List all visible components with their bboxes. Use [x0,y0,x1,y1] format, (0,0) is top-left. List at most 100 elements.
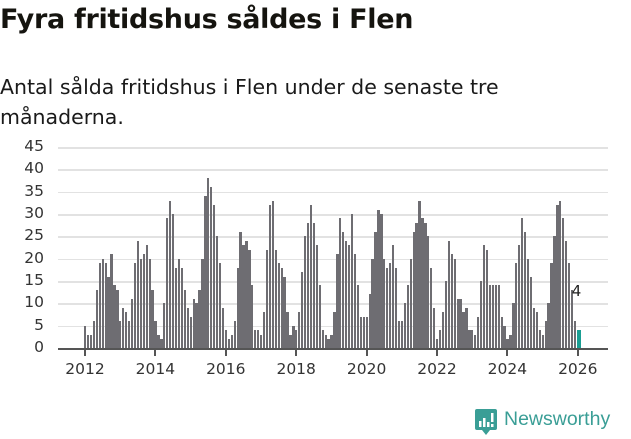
bar [424,222,427,348]
x-tick-label: 2024 [487,360,528,378]
bar [201,258,204,348]
bar [327,339,330,348]
bar [512,303,515,348]
bar [447,240,451,348]
y-tick-label: 35 [24,181,44,200]
bar [230,334,233,348]
bar [151,289,154,348]
bar [306,222,310,348]
bar [462,312,465,348]
bar [84,325,87,348]
y-tick-label: 20 [24,248,44,267]
bar [468,330,471,348]
bar [547,303,550,348]
bar [380,214,383,348]
bar [365,316,368,348]
bar [568,263,571,348]
bar [544,321,547,348]
bar [477,316,480,348]
bar [239,231,242,348]
gridline [58,169,608,171]
bar [471,330,474,348]
bar [350,214,354,348]
x-tick [576,349,579,356]
bar [362,316,365,348]
bar [216,236,219,348]
bar [356,285,360,348]
bar [368,294,371,348]
newsworthy-chart-icon [475,408,497,435]
bar [271,200,275,348]
bar [453,258,456,348]
bar [142,254,145,348]
bar [421,218,424,348]
bar [383,258,386,348]
bar [497,285,500,348]
bar [251,285,254,348]
bar [119,321,122,348]
gridline [58,258,608,261]
bar [265,249,269,348]
bar [541,334,544,348]
bar [427,236,430,348]
bar [538,330,541,348]
bar [570,289,574,348]
newsworthy-logo: Newsworthy [475,408,610,435]
gridline [58,147,608,149]
x-tick-label: 2014 [135,360,176,378]
bar [371,258,374,348]
bar [518,245,521,348]
x-tick [224,349,227,356]
bar [262,312,266,348]
bar [553,236,556,348]
bar [130,298,134,348]
bar [95,289,99,348]
bar [192,298,195,348]
bar [145,245,148,348]
bar [160,339,163,348]
bar [245,240,248,348]
bar [233,321,236,348]
bar [318,285,321,348]
bar [169,200,172,348]
bar [330,334,333,348]
bar [283,276,286,348]
bar [524,231,527,348]
x-tick [436,349,438,356]
bar [406,285,409,348]
bar [133,263,137,348]
bar [248,249,251,348]
bar [154,321,157,348]
bar [183,289,187,348]
y-tick-label: 30 [24,204,44,222]
bar [403,303,407,348]
bar [163,303,166,348]
bar [333,312,336,348]
x-tick [84,349,86,356]
bar [374,231,377,348]
bar [474,334,477,348]
bar [438,330,442,348]
gridline [58,281,608,283]
bar [89,334,93,348]
bar [342,231,345,348]
bar [180,267,184,348]
bar [207,178,210,348]
bar [441,312,445,348]
y-tick-label: 40 [24,159,44,178]
y-tick-label: 10 [24,293,44,312]
bar [166,218,169,348]
bar [280,267,283,348]
bar [292,325,295,348]
bar [348,245,351,348]
bar [573,321,577,348]
bar [301,272,304,348]
bar [110,254,113,348]
bar [113,285,116,348]
chart-title: Fyra fritidshus såldes i Flen [0,4,414,35]
bar [172,214,175,348]
y-tick-label: 45 [24,137,44,155]
y-tick-label: 25 [24,226,44,245]
bar [277,263,280,348]
bar [480,281,483,348]
